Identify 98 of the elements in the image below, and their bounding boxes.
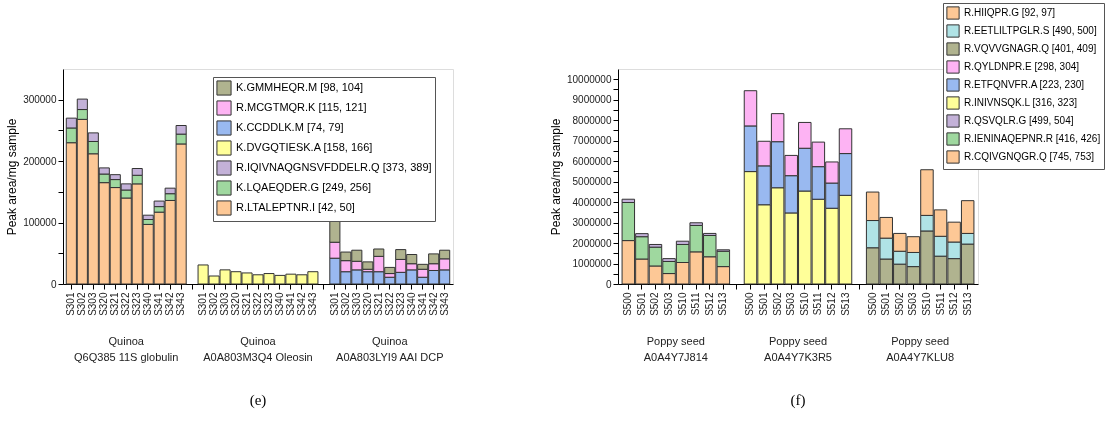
x-tick-label: S340 [142, 292, 154, 316]
y-tick-label: 0 [50, 278, 57, 290]
x-tick-label: S510 [676, 292, 688, 316]
legend-label: R.QSVQLR.G [499, 504] [964, 115, 1074, 126]
x-tick-label: S323 [394, 292, 406, 316]
x-tick-label: S340 [273, 292, 285, 316]
x-tick-label: S510 [920, 292, 932, 316]
y-tick-label: 6000000 [572, 155, 612, 167]
x-tick-label: S303 [219, 292, 231, 316]
x-tick-label: S502 [649, 292, 661, 316]
x-tick-label: S320 [230, 292, 242, 316]
legend-label: K.LQAEQDER.G [249, 256] [236, 181, 372, 193]
x-tick-label: S321 [241, 292, 253, 316]
y-tick-label: 0 [605, 278, 612, 290]
x-tick-label: S341 [416, 292, 428, 316]
x-tick-label: S323 [262, 292, 274, 316]
x-tick-label: S513 [839, 292, 851, 316]
legend-label: R.QYLDNPR.E [298, 304] [964, 61, 1080, 72]
y-tick-label: 3000000 [572, 217, 612, 229]
x-tick-label: S322 [252, 292, 263, 316]
x-tick-label: S301 [65, 292, 77, 316]
y-tick-label: 9000000 [572, 94, 612, 106]
x-tick-label: S513 [717, 292, 729, 316]
legend-label: R.INIVNSQK.L [316, 323] [964, 97, 1078, 108]
y-tick-label: 10000000 [567, 73, 612, 85]
x-tick-label: S501 [880, 292, 892, 316]
x-tick-label: S303 [87, 292, 99, 316]
x-tick-label: S510 [798, 292, 810, 316]
y-tick-label: 300000 [23, 94, 57, 106]
x-tick-label: S301 [328, 292, 340, 316]
legend-label: R.IENINAQEPNR.R [416, 426] [964, 133, 1101, 144]
text: Poppy seed A0A4Y7KLU8 [886, 335, 955, 363]
x-tick-label: S511 [690, 292, 702, 316]
x-tick-label: S512 [703, 292, 715, 316]
x-tick-label: S501 [758, 292, 770, 316]
text: Quinoa Q6Q385 11S globulin [74, 335, 179, 363]
x-tick-label: S513 [961, 292, 973, 316]
legend-label: R.CQIVGNQGR.Q [745, 753] [964, 151, 1095, 162]
x-tick-label: S343 [175, 292, 187, 316]
x-tick-label: S511 [812, 292, 824, 316]
x-tick-label: S320 [361, 292, 373, 316]
legend-label: R.IQIVNAQGNSVFDDELR.Q [373, 389] [236, 161, 432, 173]
x-tick-label: S302 [208, 292, 220, 316]
y-tick-label: 2000000 [572, 237, 612, 249]
text: Poppy seed A0A4Y7K3R5 [764, 335, 832, 363]
x-tick-label: S503 [907, 292, 919, 316]
x-tick-label: S323 [131, 292, 143, 316]
text: Quinoa A0A803M3Q4 Oleosin [203, 335, 313, 363]
x-tick-label: S502 [893, 292, 905, 316]
legend-label: K.GMMHEQR.M [98, 104] [236, 81, 364, 93]
x-tick-label: S302 [339, 292, 351, 316]
y-tick-label: 7000000 [572, 135, 612, 147]
y-tick-label: 1000000 [572, 258, 612, 270]
legend-label: R.EETLILTPGLR.S [490, 500] [964, 25, 1097, 36]
legend-label: K.CCDDLK.M [74, 79] [236, 121, 344, 133]
x-tick-label: S342 [427, 292, 439, 316]
x-tick-label: S512 [825, 292, 837, 316]
text: Poppy seed A0A4Y7J814 [643, 335, 708, 363]
legend-label: R.MCGTMQR.K [115, 121] [236, 101, 367, 113]
x-tick-label: S322 [120, 292, 132, 316]
x-tick-label: S501 [635, 292, 647, 316]
x-tick-label: S322 [383, 292, 395, 316]
text: (f) [790, 392, 806, 409]
x-tick-label: S342 [295, 292, 307, 316]
x-tick-label: S500 [622, 292, 634, 316]
y-axis-title: Peak area/mg sample [549, 118, 564, 236]
y-tick-label: 100000 [23, 217, 57, 229]
text: (e) [249, 392, 267, 409]
x-tick-label: S503 [785, 292, 797, 316]
x-tick-label: S500 [744, 292, 756, 316]
y-tick-label: 5000000 [572, 176, 612, 188]
legend-label: R.LTALEPTNR.I [42, 50] [236, 201, 355, 213]
y-axis-title: Peak area/mg sample [5, 118, 20, 236]
x-tick-label: S342 [164, 292, 176, 316]
x-tick-label: S302 [76, 292, 88, 316]
x-tick-label: S503 [663, 292, 675, 316]
x-tick-label: S512 [948, 292, 960, 316]
x-tick-label: S500 [866, 292, 878, 316]
x-tick-label: S301 [197, 292, 209, 316]
x-tick-label: S340 [405, 292, 417, 316]
x-tick-label: S303 [350, 292, 362, 316]
x-tick-label: S341 [153, 292, 165, 316]
text: Quinoa A0A803LYI9 AAI DCP [336, 335, 444, 363]
y-tick-label: 8000000 [572, 114, 612, 126]
legend-label: K.DVGQTIESK.A [158, 166] [236, 141, 373, 153]
y-tick-label: 4000000 [572, 196, 612, 208]
x-tick-label: S343 [306, 292, 318, 316]
legend-label: R.HIIQPR.G [92, 97] [964, 7, 1056, 18]
x-tick-label: S320 [98, 292, 110, 316]
x-tick-label: S321 [109, 292, 121, 316]
y-tick-label: 200000 [23, 155, 57, 167]
x-tick-label: S343 [438, 292, 450, 316]
x-tick-label: S341 [284, 292, 296, 316]
x-tick-label: S502 [771, 292, 783, 316]
x-tick-label: S511 [934, 292, 946, 316]
legend-label: R.ETFQNVFR.A [223, 230] [964, 79, 1085, 90]
x-tick-label: S321 [372, 292, 384, 316]
legend-label: R.VQVVGNAGR.Q [401, 409] [964, 43, 1097, 54]
